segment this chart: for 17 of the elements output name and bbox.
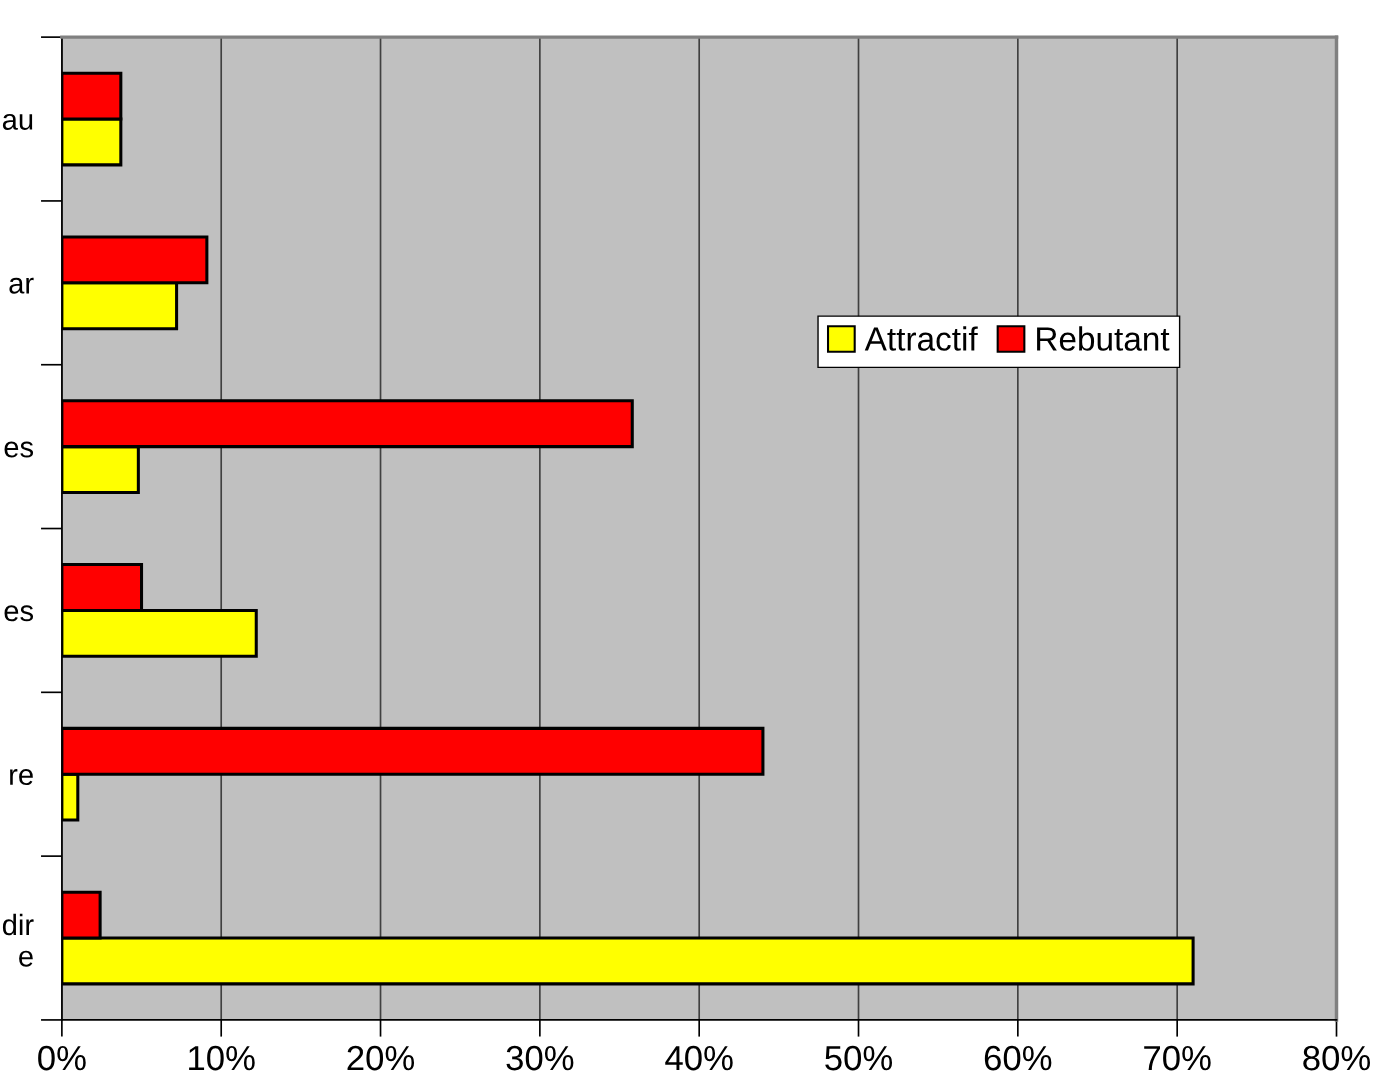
y-tick-label: au [2,113,33,130]
x-tick-label: 60% [984,1045,1052,1071]
y-tick-label: es [4,441,34,458]
y-tick-label: ar [9,277,34,294]
x-tick-label: 20% [347,1045,415,1071]
legend-label: Attractif [864,326,978,351]
x-tick-label: 30% [506,1045,574,1071]
y-tick-label: dir e [2,913,34,967]
x-tick-label: 70% [1144,1045,1211,1071]
x-tick-label: 0% [38,1045,86,1071]
y-tick-label: es [4,605,34,622]
x-tick-label: 80% [1303,1045,1371,1071]
x-tick-label: 10% [189,1045,255,1071]
y-tick-label: re [10,769,33,786]
x-tick-label: 40% [665,1045,733,1071]
legend-label: Rebutant [1037,326,1170,351]
x-tick-label: 50% [825,1045,893,1071]
